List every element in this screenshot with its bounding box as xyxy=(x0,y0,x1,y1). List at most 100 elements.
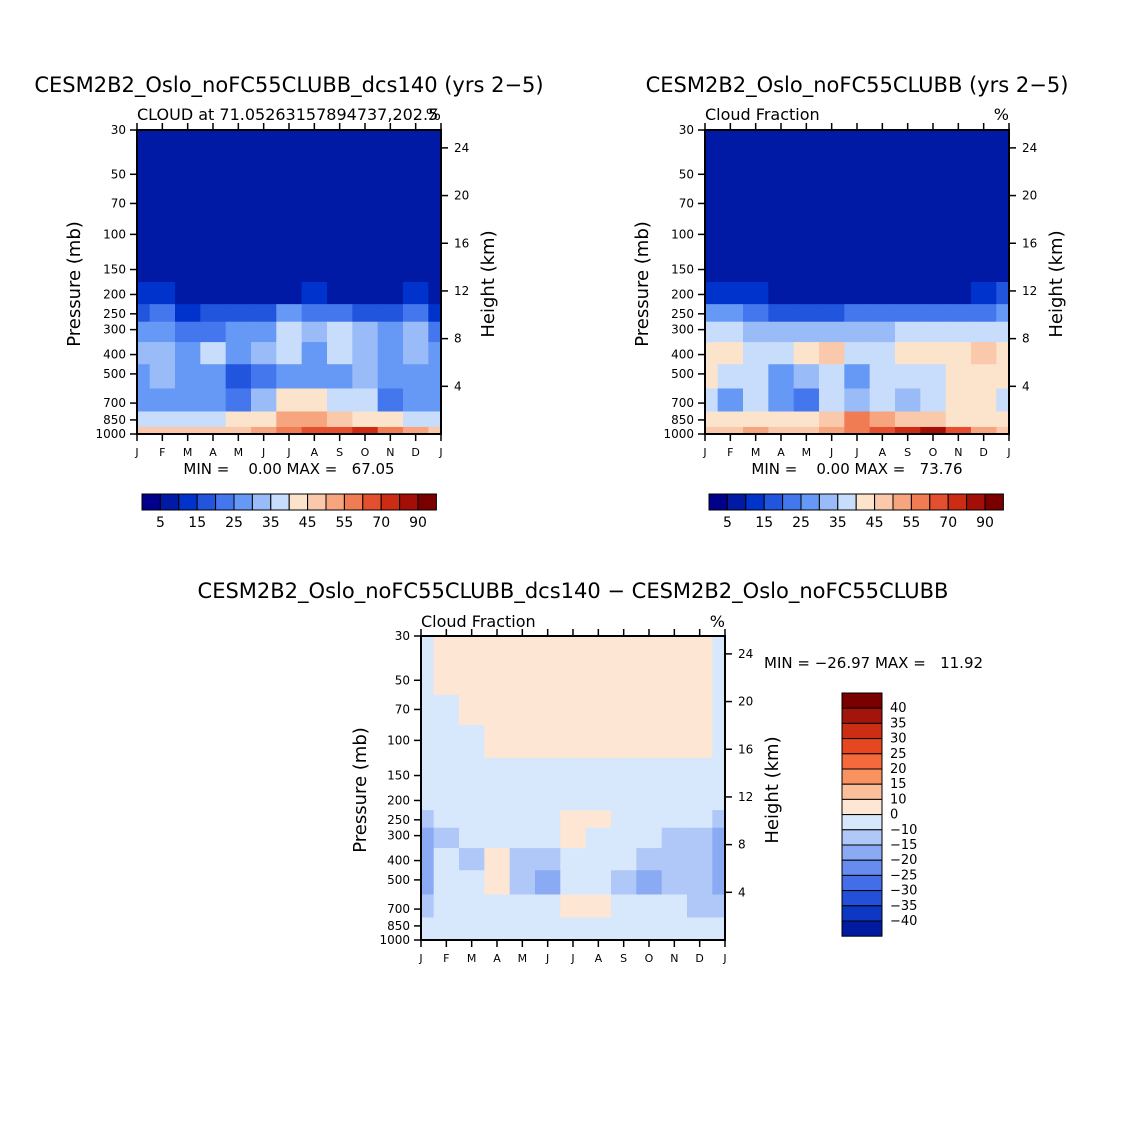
colorbar-swatch xyxy=(841,829,883,846)
heatmap-cell xyxy=(509,724,536,759)
heatmap-cell xyxy=(327,342,353,365)
heatmap-cell xyxy=(175,282,201,305)
y2-tick-label: 8 xyxy=(738,838,746,852)
colorbar-label: −20 xyxy=(890,853,917,868)
y2-tick-label: 12 xyxy=(1022,284,1037,298)
heatmap-cell xyxy=(585,757,612,789)
heatmap-cell xyxy=(687,917,713,934)
heatmap-cell xyxy=(945,152,972,190)
heatmap-cell xyxy=(509,694,536,726)
heatmap-cell xyxy=(717,411,744,428)
heatmap-cell xyxy=(200,218,227,253)
heatmap-cell xyxy=(768,218,795,253)
heatmap-cell xyxy=(484,636,511,659)
heatmap-cell xyxy=(869,188,896,220)
heatmap-cell xyxy=(509,658,536,696)
heatmap-cell xyxy=(705,251,719,283)
heatmap-cell xyxy=(484,917,511,934)
panel-top-left-ylabel-right: Height (km) xyxy=(478,230,499,337)
colorbar-label: 90 xyxy=(409,515,427,531)
heatmap-cell xyxy=(920,388,947,413)
heatmap-cell xyxy=(428,130,442,153)
heatmap-cell xyxy=(327,152,353,190)
heatmap-cell xyxy=(175,218,201,253)
heatmap-cell xyxy=(768,388,795,413)
heatmap-cell xyxy=(149,321,176,343)
heatmap-cell xyxy=(301,188,328,220)
heatmap-cell xyxy=(636,658,663,696)
heatmap-cell xyxy=(421,827,435,849)
heatmap-cell xyxy=(819,426,845,435)
heatmap-cell xyxy=(149,364,176,390)
heatmap-cell xyxy=(793,282,820,305)
heatmap-cell xyxy=(717,388,744,413)
heatmap-cell xyxy=(137,321,151,343)
heatmap-cell xyxy=(276,321,303,343)
heatmap-cell xyxy=(920,251,947,283)
heatmap-cell xyxy=(687,827,713,849)
heatmap-cell xyxy=(428,304,442,323)
heatmap-cell xyxy=(535,788,561,811)
heatmap-cell xyxy=(717,364,744,390)
heatmap-cell xyxy=(996,388,1010,413)
heatmap-cell xyxy=(869,342,896,365)
y-tick-label: 300 xyxy=(103,323,126,337)
heatmap-cell xyxy=(560,827,587,849)
heatmap-cell xyxy=(743,388,769,413)
colorbar-top-left: 5 15 25 35 45 55 70 90 xyxy=(141,493,437,531)
heatmap-cell xyxy=(200,388,227,413)
heatmap-cell xyxy=(149,342,176,365)
heatmap-cell xyxy=(636,788,663,811)
heatmap-cell xyxy=(945,304,972,323)
heatmap-cell xyxy=(996,411,1010,428)
heatmap-cell xyxy=(484,810,511,829)
heatmap-cell xyxy=(200,304,227,323)
heatmap-top-right xyxy=(705,130,1010,435)
heatmap-cell xyxy=(895,426,921,435)
heatmap-cell xyxy=(560,694,587,726)
heatmap-cell xyxy=(971,342,997,365)
heatmap-cell xyxy=(712,932,726,941)
heatmap-cell xyxy=(428,426,442,435)
heatmap-cell xyxy=(403,188,429,220)
x-tick-label: S xyxy=(904,446,911,459)
heatmap-cell xyxy=(251,152,277,190)
y-tick-label: 850 xyxy=(103,413,126,427)
heatmap-cell xyxy=(137,411,151,428)
y-tick-label: 70 xyxy=(111,196,126,210)
heatmap-cell xyxy=(276,304,303,323)
heatmap-cell xyxy=(971,426,997,435)
heatmap-cell xyxy=(585,636,612,659)
heatmap-cell xyxy=(611,917,637,934)
heatmap-cell xyxy=(421,757,435,789)
heatmap-cell xyxy=(945,426,972,435)
heatmap-cell xyxy=(327,218,353,253)
heatmap-cell xyxy=(869,388,896,413)
heatmap-cell xyxy=(137,364,151,390)
colorbar-swatch xyxy=(841,905,883,922)
heatmap-cell xyxy=(712,810,726,829)
x-tick-label: S xyxy=(336,446,343,459)
heatmap-cell xyxy=(484,757,511,789)
colorbar-swatch xyxy=(841,859,883,876)
heatmap-cell xyxy=(251,364,277,390)
heatmap-cell xyxy=(768,411,795,428)
colorbar-swatch xyxy=(984,493,1004,511)
x-tick-label: O xyxy=(929,446,938,459)
colorbar-swatch xyxy=(159,493,180,511)
heatmap-cell xyxy=(920,411,947,428)
heatmap-cell xyxy=(869,321,896,343)
colorbar-top-right: 5 15 25 35 45 55 70 90 xyxy=(708,493,1004,531)
heatmap-cell xyxy=(793,411,820,428)
heatmap-cell xyxy=(971,282,997,305)
colorbar-label: −30 xyxy=(890,884,917,899)
heatmap-cell xyxy=(705,411,719,428)
heatmap-cell xyxy=(743,130,769,153)
heatmap-cell xyxy=(421,658,435,696)
heatmap-cell xyxy=(225,251,252,283)
colorbar-label: 70 xyxy=(939,515,957,531)
heatmap-cell xyxy=(661,810,688,829)
heatmap-cell xyxy=(743,152,769,190)
heatmap-cell xyxy=(433,636,460,659)
